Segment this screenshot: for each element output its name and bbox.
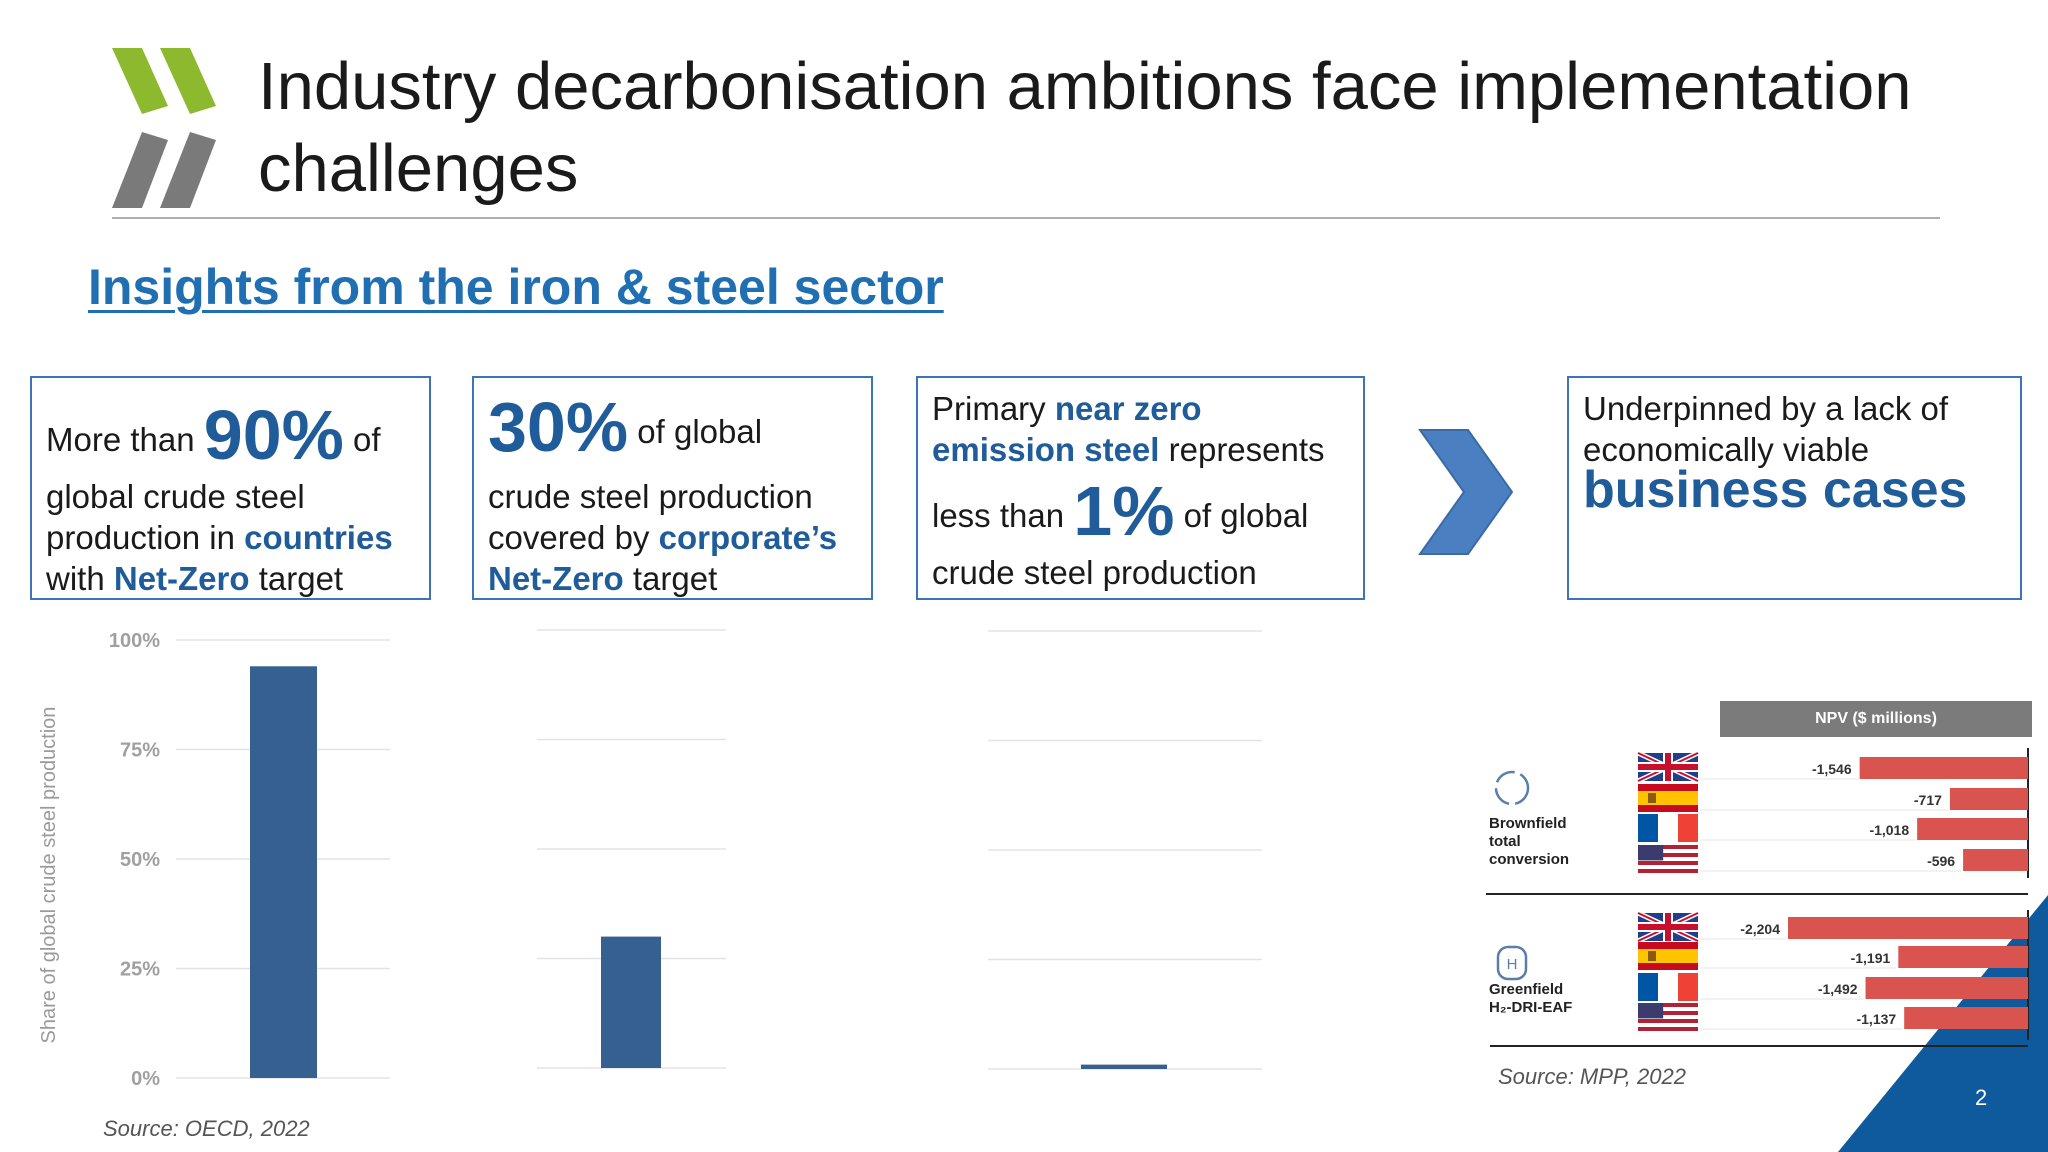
box2-text-post: of global	[637, 413, 763, 450]
box3-line1a: Primary	[932, 390, 1046, 427]
npv-spain-flag-part	[1638, 791, 1698, 805]
box4-line1: Underpinned by a lack of	[1583, 390, 1949, 427]
chart1-y-tick-label: 25%	[120, 959, 160, 981]
npv-usa-flag-part	[1638, 845, 1664, 861]
box3-line4: crude steel production	[932, 554, 1257, 591]
box3-highlight-emission: emission steel	[932, 431, 1160, 468]
page-number: 2	[1975, 1085, 1988, 1110]
npv-uk-flag-part	[1638, 764, 1698, 770]
npv-spain-flag-part	[1638, 949, 1698, 963]
chart2-bar	[601, 936, 661, 1068]
box2-big-value: 30%	[488, 388, 629, 466]
box2-line4b: target	[632, 560, 718, 597]
npv-bar	[1917, 818, 2028, 840]
box1-text-pre: More than	[46, 421, 195, 458]
box2-highlight-corporates: corporate’s	[658, 519, 838, 556]
title-divider	[112, 217, 1940, 219]
npv-group-label: Brownfield	[1489, 815, 1567, 832]
npv-usa-flag-part	[1638, 1011, 1698, 1015]
box3-big-value: 1%	[1073, 472, 1175, 550]
hydrogen-tank-icon	[1496, 945, 1528, 981]
npv-value-label: -1,546	[1812, 761, 1852, 777]
box2-line2: crude steel production	[488, 478, 813, 515]
npv-spain-flag-part	[1648, 951, 1656, 961]
npv-usa-flag-part	[1638, 861, 1698, 865]
oecd-chevron-logo	[112, 48, 216, 208]
npv-header: NPV ($ millions)	[1720, 701, 2032, 737]
npv-group-label: conversion	[1489, 851, 1569, 868]
box1-text-post: of	[353, 421, 381, 458]
npv-usa-flag-part	[1638, 1003, 1698, 1007]
box3-line3b: of global	[1183, 497, 1309, 534]
npv-group-label: total	[1489, 833, 1521, 850]
npv-usa-flag-part	[1638, 845, 1698, 849]
box1-big-value: 90%	[203, 396, 344, 474]
insight-box-near-zero: Primary near zero emission steel represe…	[916, 376, 1365, 600]
npv-group-label: H₂-DRI-EAF	[1489, 999, 1572, 1016]
npv-value-label: -1,492	[1818, 981, 1858, 997]
npv-group-label: Greenfield	[1489, 981, 1563, 998]
box3-line3a: less than	[932, 497, 1065, 534]
npv-france-flag-part	[1658, 814, 1678, 842]
chart1-y-tick-label: 0%	[131, 1068, 160, 1090]
box1-line3a: production in	[46, 519, 235, 556]
section-subtitle: Insights from the iron & steel sector	[88, 259, 944, 315]
npv-value-label: -1,191	[1851, 950, 1891, 966]
box1-line4c: target	[258, 560, 344, 597]
box1-line2: global crude steel	[46, 478, 305, 515]
npv-bar	[1949, 788, 2028, 810]
npv-bar	[1859, 757, 2028, 779]
box2-line3a: covered by	[488, 519, 650, 556]
npv-value-label: -1,137	[1856, 1011, 1896, 1027]
box2-highlight-netzero: Net-Zero	[488, 560, 624, 597]
box1-line4a: with	[46, 560, 105, 597]
chart1-y-tick-label: 75%	[120, 740, 160, 762]
npv-france-flag	[1638, 814, 1658, 842]
slide-title: Industry decarbonisation ambitions face …	[258, 49, 1912, 206]
npv-bar	[1898, 946, 2028, 968]
recycle-icon	[1494, 770, 1530, 806]
chart1-y-tick-label: 50%	[120, 849, 160, 871]
npv-france-flag-part	[1658, 973, 1678, 1001]
npv-usa-flag-part	[1638, 869, 1698, 873]
source-right: Source: MPP, 2022	[1498, 1064, 1686, 1089]
npv-uk-flag-part	[1638, 924, 1698, 930]
npv-spain-flag-part	[1648, 793, 1656, 803]
npv-value-label: -2,204	[1740, 921, 1780, 937]
box4-line2: economically viable	[1583, 431, 1870, 468]
npv-france-flag-part	[1678, 973, 1698, 1001]
box4-highlight-business: business cases	[1583, 461, 1968, 519]
npv-france-flag-part	[1678, 814, 1698, 842]
npv-france-flag	[1638, 973, 1658, 1001]
box1-highlight-countries: countries	[244, 519, 393, 556]
npv-value-label: -596	[1927, 853, 1955, 869]
source-left: Source: OECD, 2022	[103, 1116, 310, 1141]
box3-line2b: represents	[1168, 431, 1325, 468]
npv-bar	[1865, 977, 2028, 999]
chevron-arrow-icon	[1418, 429, 1514, 555]
npv-bar	[1904, 1007, 2028, 1029]
insight-box-business-cases: Underpinned by a lack of economically vi…	[1567, 376, 2022, 600]
chart1-bar	[250, 666, 317, 1078]
insight-box-countries: More than 90% of global crude steel prod…	[30, 376, 431, 600]
npv-usa-flag-part	[1638, 1003, 1664, 1019]
npv-bar	[1963, 849, 2028, 871]
npv-usa-flag-part	[1638, 1019, 1698, 1023]
insight-box-corporates: 30% of global crude steel production cov…	[472, 376, 873, 600]
chart1-y-tick-label: 100%	[109, 630, 160, 652]
box1-highlight-netzero: Net-Zero	[113, 560, 250, 597]
chart1-y-axis-label: Share of global crude steel production	[38, 706, 60, 1044]
npv-value-label: -717	[1914, 792, 1942, 808]
npv-usa-flag-part	[1638, 853, 1698, 857]
hydrogen-icon-letter: H	[1507, 956, 1518, 973]
npv-usa-flag-part	[1638, 1027, 1698, 1031]
chart3-bar	[1081, 1064, 1167, 1069]
npv-bar	[1788, 917, 2028, 939]
npv-value-label: -1,018	[1869, 822, 1909, 838]
box3-highlight-near-zero: near zero	[1054, 390, 1202, 427]
